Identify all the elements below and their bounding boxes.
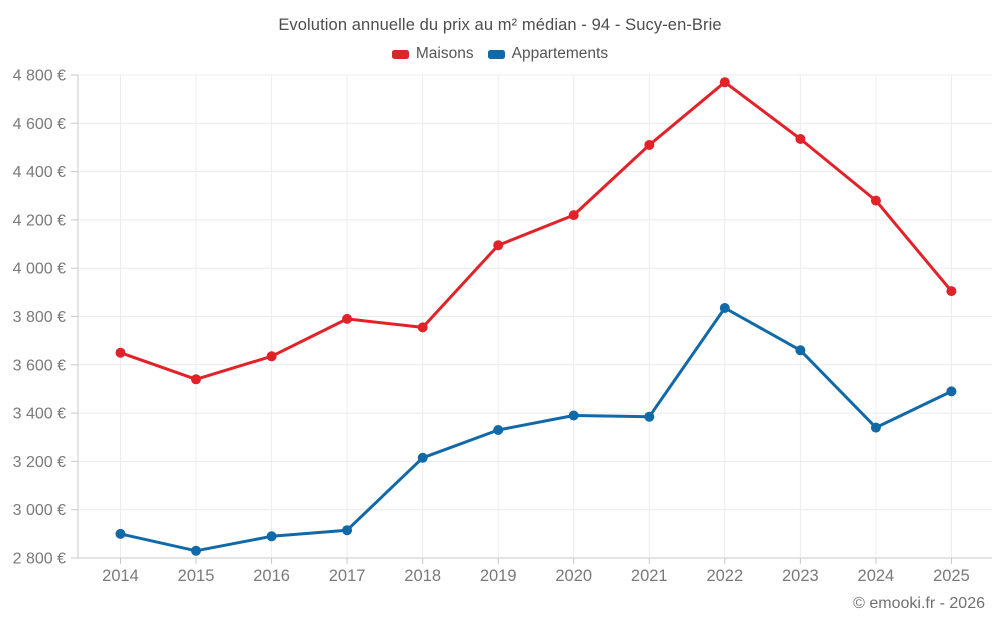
y-axis-label: 3 400 € xyxy=(13,406,66,423)
maisons-data-point-2019 xyxy=(493,240,504,251)
maisons-data-point-2017 xyxy=(342,313,353,324)
x-axis-label: 2015 xyxy=(178,567,215,585)
appartements-data-point-2015 xyxy=(191,545,201,556)
y-axis-label: 4 400 € xyxy=(13,164,66,181)
x-axis-labels: 2014 2015 2016 2017 2018 2019 2020 2021 2022 2023… xyxy=(102,558,970,585)
x-axis-label: 2019 xyxy=(480,567,517,585)
maisons-data-point-2016 xyxy=(266,351,277,362)
footer-credit: © emooki.fr - 2026 xyxy=(853,595,985,612)
maisons-data-point-2025 xyxy=(946,286,957,297)
legend-label-maisons: Maisons xyxy=(415,45,474,62)
maisons-series xyxy=(115,77,957,385)
maisons-data-point-2018 xyxy=(417,322,428,333)
x-axis-label: 2017 xyxy=(329,567,366,585)
maisons-data-point-2020 xyxy=(568,210,579,221)
appartements-data-point-2019 xyxy=(493,425,504,435)
y-axis-label: 2 800 € xyxy=(13,551,66,568)
maisons-data-point-2014 xyxy=(115,347,126,358)
appartements-color-swatch-icon xyxy=(487,49,505,59)
x-axis-label: 2020 xyxy=(555,567,592,585)
y-axis-label: 4 200 € xyxy=(13,212,66,229)
chart-legend: Maisons Appartements xyxy=(0,45,1000,63)
appartements-line xyxy=(119,306,953,553)
y-axis-label: 3 800 € xyxy=(13,309,66,326)
appartements-data-point-2022 xyxy=(719,303,730,313)
maisons-data-point-2024 xyxy=(870,195,881,206)
maisons-color-swatch-icon xyxy=(391,49,409,59)
y-axis-label: 4 800 € xyxy=(13,68,66,85)
appartements-data-point-2014 xyxy=(115,528,126,539)
x-axis-label: 2022 xyxy=(706,567,743,585)
maisons-data-point-2022 xyxy=(719,77,730,88)
x-axis-label: 2021 xyxy=(631,567,668,585)
legend-label-appartements: Appartements xyxy=(511,45,609,62)
maisons-line xyxy=(119,80,953,381)
y-axis-labels: 2 800 € 3 000 € 3 200 € 3 400 € 3 600 € 3 800… xyxy=(13,68,78,568)
maisons-data-point-2023 xyxy=(795,134,806,144)
legend-item-maisons[interactable]: Maisons xyxy=(391,45,474,63)
x-axis-label: 2014 xyxy=(102,567,139,585)
appartements-data-point-2017 xyxy=(342,525,353,536)
y-axis-label: 3 200 € xyxy=(13,454,66,471)
x-axis-label: 2023 xyxy=(782,567,819,585)
maisons-data-point-2015 xyxy=(191,374,201,385)
legend-item-appartements[interactable]: Appartements xyxy=(487,45,609,63)
appartements-data-point-2018 xyxy=(417,452,428,463)
x-axis-label: 2016 xyxy=(253,567,290,585)
appartements-data-point-2023 xyxy=(795,345,806,356)
y-axis-label: 4 000 € xyxy=(13,261,66,278)
appartements-data-point-2016 xyxy=(266,531,277,542)
appartements-data-point-2020 xyxy=(568,410,579,421)
x-axis-label: 2018 xyxy=(404,567,441,585)
appartements-data-point-2025 xyxy=(946,386,957,397)
y-axis-label: 3 000 € xyxy=(13,502,66,519)
maisons-data-point-2021 xyxy=(644,140,655,150)
y-axis-label: 4 600 € xyxy=(13,116,66,133)
x-axis-label: 2024 xyxy=(858,567,895,585)
x-axis-label: 2025 xyxy=(933,567,970,585)
appartements-data-point-2021 xyxy=(644,411,655,422)
appartements-series xyxy=(115,303,957,556)
y-axis-label: 3 600 € xyxy=(13,357,66,374)
appartements-data-point-2024 xyxy=(870,422,881,433)
chart-title: Evolution annuelle du prix au m² médian … xyxy=(278,16,722,34)
gridlines xyxy=(78,74,992,559)
